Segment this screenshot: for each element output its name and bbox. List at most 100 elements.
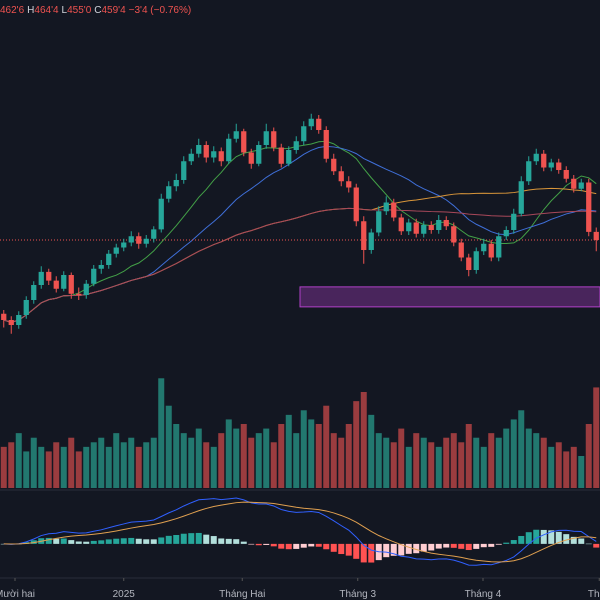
macd-histogram (533, 529, 540, 544)
volume-bar (45, 451, 52, 488)
volume-bar (105, 446, 112, 488)
volume-bar (525, 428, 532, 488)
ohlc-value: 459'4 (102, 5, 127, 16)
candle-body (338, 171, 344, 182)
macd-histogram (525, 532, 532, 544)
macd-histogram (105, 539, 112, 544)
volume-bar (300, 410, 307, 488)
volume-bar (83, 446, 90, 488)
volume-bar (503, 428, 510, 488)
candle-body (526, 161, 532, 182)
volume-bar (255, 433, 262, 488)
candle-body (593, 231, 599, 240)
volume-bar (330, 433, 337, 488)
volume-bar (90, 442, 97, 488)
macd-histogram (158, 537, 165, 544)
candle-body (151, 229, 157, 239)
x-tick-label: Mười hai (0, 589, 35, 600)
candle-body (413, 222, 419, 234)
volume-bar (308, 419, 315, 488)
macd-histogram (113, 538, 120, 544)
candle-body (241, 131, 247, 153)
candle-body (398, 217, 404, 232)
volume-bar (390, 442, 397, 488)
macd-histogram (45, 537, 52, 544)
candle-body (166, 186, 172, 199)
volume-bar (398, 428, 405, 488)
candle-body (466, 257, 472, 270)
signal-line (3, 501, 597, 563)
candle-body (488, 243, 494, 258)
volume-bar (510, 419, 517, 488)
macd-histogram (390, 543, 397, 556)
candle-body (331, 158, 337, 172)
volume-bar (488, 433, 495, 488)
macd-histogram (278, 543, 285, 549)
volume-bar (75, 451, 82, 488)
x-tick-label: Thán (588, 589, 600, 600)
macd-histogram (188, 533, 195, 544)
macd-histogram (315, 543, 322, 547)
macd-histogram (428, 543, 435, 551)
macd-histogram (270, 543, 277, 547)
candle-body (353, 187, 359, 222)
volume-bar (68, 437, 75, 488)
candle-body (23, 300, 29, 315)
candle-body (368, 232, 374, 250)
macd-histogram (330, 543, 337, 552)
candle-body (571, 178, 577, 189)
macd-histogram (465, 543, 472, 551)
candle-body (91, 268, 97, 284)
volume-bar (23, 451, 30, 488)
macd-histogram (53, 538, 60, 544)
volume-bar (135, 446, 142, 488)
candle-body (83, 283, 89, 295)
candle-body (563, 170, 569, 179)
volume-bar (158, 378, 165, 488)
volume-bar (360, 392, 367, 488)
volume-bar (443, 437, 450, 488)
candle-body (391, 202, 397, 218)
volume-bar (548, 446, 555, 488)
volume-bar (563, 451, 570, 488)
macd-histogram (405, 543, 412, 554)
macd-histogram (345, 543, 352, 556)
macd-histogram (555, 531, 562, 544)
candle-body (188, 153, 194, 162)
volume-bar (375, 433, 382, 488)
volume-bar (338, 437, 345, 488)
macd-histogram (338, 543, 345, 555)
volume-bar (0, 446, 7, 488)
candle-body (53, 280, 59, 289)
volume-bar (570, 446, 577, 488)
volume-bar (555, 442, 562, 488)
volume-bar (518, 410, 525, 488)
macd-histogram (83, 541, 90, 544)
candle-body (31, 285, 37, 300)
volume-bar (150, 437, 157, 488)
candle-body (383, 202, 389, 212)
macd-histogram (495, 543, 502, 545)
candle-body (541, 153, 547, 168)
candle-body (376, 211, 382, 233)
candle-body (263, 131, 269, 145)
macd-histogram (120, 538, 127, 544)
macd-histogram (240, 541, 247, 544)
macd-histogram (128, 537, 135, 544)
volume-bar (8, 442, 15, 488)
candle-body (196, 145, 202, 154)
macd-histogram (293, 543, 300, 549)
candle-body (256, 145, 262, 164)
macd-histogram (300, 543, 307, 548)
macd-histogram (383, 543, 390, 558)
volume-bar (270, 442, 277, 488)
volume-bar (203, 442, 210, 488)
macd-histogram (443, 543, 450, 548)
ohlc-value: 464'4 (34, 5, 59, 16)
volume-bar (458, 442, 465, 488)
macd-histogram (233, 539, 240, 544)
candle-body (496, 236, 502, 258)
volume-bar (38, 446, 45, 488)
volume-bar (263, 428, 270, 488)
